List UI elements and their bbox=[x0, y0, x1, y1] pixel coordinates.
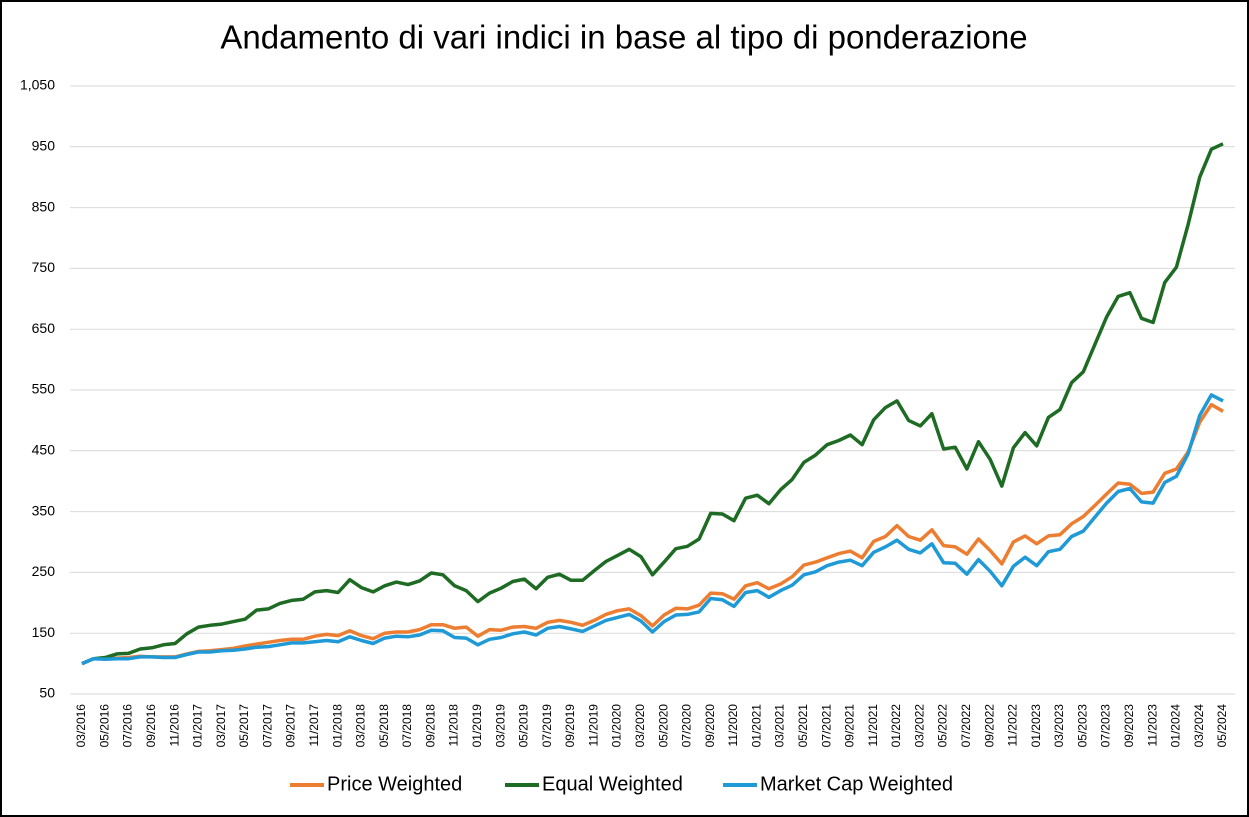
y-tick-label: 750 bbox=[32, 259, 56, 275]
x-tick-label: 01/2021 bbox=[749, 704, 763, 748]
x-tick-label: 05/2021 bbox=[796, 704, 810, 748]
x-tick-label: 05/2018 bbox=[377, 704, 391, 748]
x-tick-label: 05/2019 bbox=[517, 704, 531, 748]
x-tick-label: 03/2021 bbox=[773, 704, 787, 748]
x-tick-label: 03/2024 bbox=[1192, 704, 1206, 748]
x-tick-label: 05/2022 bbox=[936, 704, 950, 748]
y-tick-label: 550 bbox=[32, 381, 56, 397]
x-tick-label: 11/2016 bbox=[167, 704, 181, 747]
x-tick-label: 07/2022 bbox=[959, 704, 973, 748]
x-tick-label: 01/2023 bbox=[1029, 704, 1043, 748]
x-tick-label: 09/2023 bbox=[1122, 704, 1136, 748]
x-tick-label: 01/2022 bbox=[889, 704, 903, 748]
x-tick-label: 07/2017 bbox=[260, 704, 274, 748]
x-tick-label: 07/2021 bbox=[819, 704, 833, 748]
series-line bbox=[81, 402, 1224, 666]
x-tick-label: 09/2020 bbox=[703, 704, 717, 748]
x-tick-label: 09/2022 bbox=[982, 704, 996, 748]
x-tick-label: 05/2023 bbox=[1075, 704, 1089, 748]
x-tick-label: 09/2019 bbox=[563, 704, 577, 748]
x-tick-label: 05/2016 bbox=[97, 704, 111, 748]
x-tick-label: 01/2017 bbox=[191, 704, 205, 748]
x-tick-label: 11/2017 bbox=[307, 704, 321, 747]
y-tick-label: 150 bbox=[32, 624, 56, 640]
y-tick-label: 250 bbox=[32, 563, 56, 579]
x-tick-label: 11/2019 bbox=[586, 704, 600, 747]
x-tick-label: 09/2021 bbox=[843, 704, 857, 748]
x-tick-label: 07/2020 bbox=[680, 704, 694, 748]
x-tick-label: 09/2017 bbox=[284, 704, 298, 748]
x-tick-label: 09/2018 bbox=[423, 704, 437, 748]
series-line bbox=[81, 142, 1224, 666]
y-tick-label: 450 bbox=[32, 442, 56, 458]
x-tick-label: 09/2016 bbox=[144, 704, 158, 748]
x-tick-label: 07/2019 bbox=[540, 704, 554, 748]
chart-title: Andamento di vari indici in base al tipo… bbox=[220, 19, 1027, 56]
x-tick-label: 01/2024 bbox=[1169, 704, 1183, 748]
legend-label: Market Cap Weighted bbox=[760, 773, 953, 795]
x-tick-label: 01/2020 bbox=[610, 704, 624, 748]
x-tick-label: 03/2023 bbox=[1052, 704, 1066, 748]
y-tick-label: 50 bbox=[39, 685, 55, 701]
series-line bbox=[81, 393, 1224, 666]
x-tick-label: 05/2024 bbox=[1215, 704, 1229, 748]
y-tick-label: 650 bbox=[32, 320, 56, 336]
x-tick-label: 03/2020 bbox=[633, 704, 647, 748]
x-tick-label: 11/2021 bbox=[866, 704, 880, 747]
y-tick-label: 1,050 bbox=[20, 77, 55, 93]
x-tick-label: 11/2022 bbox=[1006, 704, 1020, 747]
x-tick-label: 03/2016 bbox=[74, 704, 88, 748]
x-tick-label: 05/2020 bbox=[656, 704, 670, 748]
x-tick-label: 03/2019 bbox=[493, 704, 507, 748]
y-tick-label: 950 bbox=[32, 138, 56, 154]
y-tick-label: 850 bbox=[32, 198, 56, 214]
x-tick-label: 03/2018 bbox=[354, 704, 368, 748]
y-tick-label: 350 bbox=[32, 502, 56, 518]
x-tick-label: 11/2023 bbox=[1145, 704, 1159, 747]
x-tick-label: 03/2017 bbox=[214, 704, 228, 748]
x-tick-label: 11/2018 bbox=[447, 704, 461, 747]
x-tick-label: 03/2022 bbox=[912, 704, 926, 748]
x-tick-label: 01/2018 bbox=[330, 704, 344, 748]
x-tick-label: 01/2019 bbox=[470, 704, 484, 748]
legend-label: Equal Weighted bbox=[542, 773, 683, 795]
x-tick-label: 07/2016 bbox=[121, 704, 135, 748]
x-tick-label: 07/2018 bbox=[400, 704, 414, 748]
legend-label: Price Weighted bbox=[327, 773, 462, 795]
x-tick-label: 11/2020 bbox=[726, 704, 740, 747]
x-tick-label: 05/2017 bbox=[237, 704, 251, 748]
x-tick-label: 07/2023 bbox=[1099, 704, 1113, 748]
